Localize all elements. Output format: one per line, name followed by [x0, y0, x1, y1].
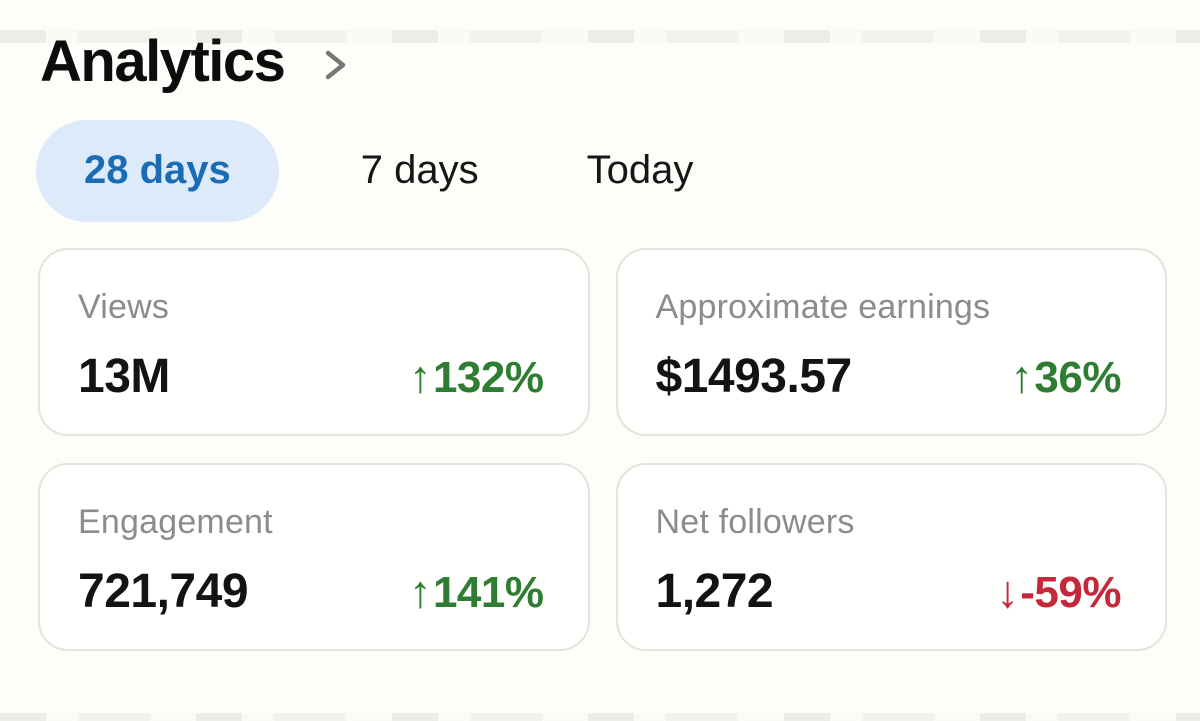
- date-range-tabs: 28 days 7 days Today: [36, 119, 1200, 222]
- screen-edge-artifact-bottom: [0, 713, 1200, 721]
- stat-value-row: 13M ↑ 132%: [78, 349, 544, 404]
- stats-grid: Views 13M ↑ 132% Approximate earnings $1…: [38, 247, 1167, 651]
- stat-label: Approximate earnings: [655, 287, 991, 326]
- stat-change-value: -59%: [1020, 567, 1121, 617]
- stat-change-value: 132%: [432, 352, 544, 402]
- stat-change: ↑ 132%: [409, 351, 544, 403]
- stat-value: 1,272: [655, 564, 774, 618]
- tab-today[interactable]: Today: [561, 120, 720, 222]
- stat-value-row: $1493.57 ↑ 36%: [656, 349, 1122, 404]
- tab-28-days[interactable]: 28 days: [36, 119, 279, 222]
- stat-card-net-followers[interactable]: Net followers 1,272 ↓ -59%: [615, 462, 1167, 651]
- stat-change: ↑ 141%: [409, 566, 544, 618]
- stat-label: Views: [78, 287, 170, 326]
- tab-7-days[interactable]: 7 days: [335, 120, 505, 222]
- stat-value-row: 1,272 ↓ -59%: [656, 564, 1122, 619]
- stat-value: 13M: [78, 349, 170, 403]
- analytics-header-link[interactable]: Analytics: [40, 30, 350, 94]
- page-title: Analytics: [40, 29, 286, 94]
- stat-change: ↓ -59%: [996, 566, 1121, 618]
- stat-change: ↑ 36%: [1010, 351, 1121, 403]
- screen-edge-artifact-top: [0, 30, 1200, 43]
- stat-value: $1493.57: [655, 349, 853, 403]
- trend-up-arrow-icon: ↑: [408, 565, 432, 617]
- stat-label: Engagement: [78, 502, 273, 541]
- stat-label: Net followers: [655, 502, 855, 541]
- stat-card-approximate-earnings[interactable]: Approximate earnings $1493.57 ↑ 36%: [615, 247, 1167, 436]
- trend-up-arrow-icon: ↑: [1010, 350, 1033, 402]
- stat-change-value: 141%: [432, 567, 544, 617]
- chevron-right-icon: [320, 45, 350, 85]
- trend-up-arrow-icon: ↑: [408, 350, 432, 402]
- stat-card-views[interactable]: Views 13M ↑ 132%: [38, 247, 590, 436]
- trend-down-arrow-icon: ↓: [996, 565, 1019, 617]
- stat-value-row: 721,749 ↑ 141%: [78, 564, 544, 619]
- stat-change-value: 36%: [1034, 352, 1121, 402]
- stat-card-engagement[interactable]: Engagement 721,749 ↑ 141%: [38, 462, 590, 651]
- stat-value: 721,749: [78, 564, 249, 618]
